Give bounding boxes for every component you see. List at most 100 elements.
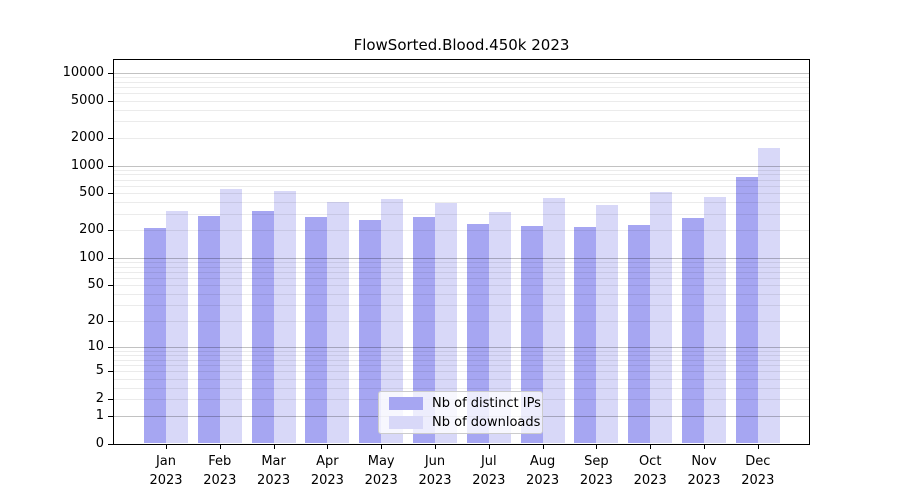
bar-downloads-oct	[650, 192, 673, 444]
y-tick-mark	[108, 347, 113, 348]
x-tick-mark	[273, 444, 275, 449]
minor-gridline	[113, 121, 810, 123]
right-spine	[809, 59, 811, 444]
minor-gridline	[113, 100, 810, 102]
minor-gridline	[113, 359, 810, 361]
legend: Nb of distinct IPs Nb of downloads	[378, 391, 543, 434]
minor-gridline	[113, 202, 810, 204]
x-tick-label-jul: Jul 2023	[472, 454, 506, 488]
minor-gridline	[113, 93, 810, 95]
y-tick-mark	[108, 320, 113, 322]
x-tick-label-may: May 2023	[364, 454, 398, 488]
y-tick-label: 200	[79, 222, 104, 238]
minor-gridline	[113, 285, 810, 287]
minor-gridline	[113, 305, 810, 307]
y-tick-mark	[108, 100, 113, 102]
minor-gridline	[113, 371, 810, 373]
major-gridline	[113, 257, 810, 259]
legend-label-distinct-ips: Nb of distinct IPs	[432, 395, 541, 411]
bar-distinct-ips-dec	[735, 176, 758, 444]
bar-distinct-ips-may	[359, 219, 382, 444]
bar-downloads-mar	[273, 191, 296, 444]
minor-gridline	[113, 213, 810, 215]
legend-item-downloads: Nb of downloads	[389, 414, 542, 430]
y-tick-mark	[108, 72, 113, 74]
minor-gridline	[113, 294, 810, 296]
y-tick-mark	[108, 371, 113, 373]
x-tick-mark	[596, 444, 598, 449]
minor-gridline	[113, 81, 810, 83]
minor-gridline	[113, 179, 810, 181]
legend-label-downloads: Nb of downloads	[432, 414, 541, 430]
bar-distinct-ips-jan	[144, 228, 166, 444]
y-tick-mark	[108, 443, 113, 445]
bar-distinct-ips-sep	[574, 226, 597, 444]
bottom-spine	[113, 443, 810, 445]
minor-gridline	[113, 193, 810, 195]
x-tick-mark	[704, 444, 705, 449]
bar-distinct-ips-nov	[682, 218, 704, 444]
major-gridline	[113, 72, 810, 74]
y-tick-label: 1	[95, 407, 104, 423]
bar-downloads-jul	[488, 212, 511, 444]
bar-downloads-jan	[166, 210, 188, 444]
minor-gridline	[113, 230, 810, 232]
y-tick-mark	[108, 257, 113, 259]
bar-distinct-ips-aug	[520, 226, 543, 444]
y-tick-label: 5	[95, 363, 104, 379]
y-tick-mark	[108, 415, 113, 417]
x-tick-label-mar: Mar 2023	[257, 454, 291, 488]
y-tick-label: 5000	[70, 92, 104, 108]
major-gridline	[113, 347, 810, 348]
minor-gridline	[113, 87, 810, 89]
x-tick-label-nov: Nov 2023	[687, 454, 721, 488]
bar-downloads-aug	[542, 198, 565, 444]
x-tick-mark	[435, 444, 436, 449]
minor-gridline	[113, 350, 810, 352]
bar-downloads-sep	[596, 205, 619, 444]
minor-gridline	[113, 109, 810, 111]
minor-gridline	[113, 355, 810, 357]
minor-gridline	[113, 378, 810, 380]
y-tick-label: 20	[87, 312, 104, 328]
x-tick-label-feb: Feb 2023	[203, 454, 237, 488]
x-tick-mark	[166, 444, 167, 449]
x-tick-label-jun: Jun 2023	[418, 454, 452, 488]
chart-title: FlowSorted.Blood.450k 2023	[353, 36, 570, 54]
x-tick-label-dec: Dec 2023	[741, 454, 775, 488]
major-gridline	[113, 165, 810, 167]
bar-downloads-dec	[757, 147, 780, 444]
bar-distinct-ips-apr	[305, 217, 328, 444]
x-tick-mark	[219, 444, 221, 449]
x-tick-label-sep: Sep 2023	[579, 454, 613, 488]
bar-downloads-may	[381, 199, 404, 444]
y-tick-label: 0	[95, 435, 104, 451]
legend-swatch-downloads	[389, 415, 423, 429]
x-tick-mark	[327, 444, 329, 449]
x-tick-label-aug: Aug 2023	[526, 454, 560, 488]
y-tick-label: 100	[79, 249, 104, 265]
y-tick-label: 1000	[70, 157, 104, 173]
bar-distinct-ips-oct	[628, 224, 651, 444]
minor-gridline	[113, 169, 810, 171]
minor-gridline	[113, 261, 810, 263]
bar-downloads-apr	[327, 201, 350, 444]
legend-item-distinct-ips: Nb of distinct IPs	[389, 395, 542, 411]
left-spine	[113, 59, 115, 444]
minor-gridline	[113, 365, 810, 367]
plot-area	[113, 59, 810, 444]
minor-gridline	[113, 320, 810, 322]
minor-gridline	[113, 77, 810, 79]
y-tick-mark	[108, 285, 113, 287]
y-tick-mark	[108, 399, 113, 401]
minor-gridline	[113, 278, 810, 280]
minor-gridline	[113, 174, 810, 176]
x-tick-mark	[650, 444, 652, 449]
minor-gridline	[113, 271, 810, 273]
bar-downloads-feb	[219, 189, 242, 444]
y-tick-mark	[108, 193, 113, 195]
minor-gridline	[113, 137, 810, 139]
legend-swatch-distinct-ips	[389, 396, 423, 410]
minor-gridline	[113, 186, 810, 188]
